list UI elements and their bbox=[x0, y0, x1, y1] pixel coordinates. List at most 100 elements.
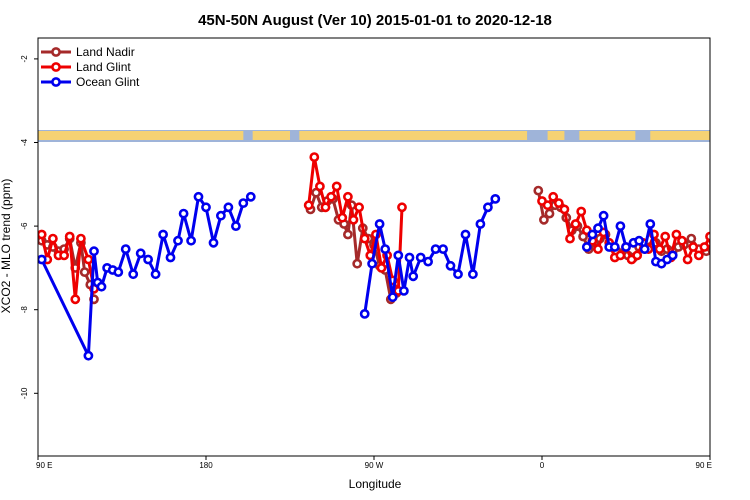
data-point bbox=[718, 237, 725, 244]
data-point bbox=[742, 264, 749, 271]
data-point bbox=[201, 202, 211, 213]
data-point bbox=[331, 181, 342, 192]
data-point bbox=[215, 210, 226, 221]
data-point bbox=[482, 202, 493, 213]
data-point bbox=[707, 244, 710, 254]
data-point bbox=[581, 242, 592, 252]
data-point bbox=[374, 219, 385, 229]
data-point bbox=[120, 244, 131, 254]
data-point bbox=[654, 244, 665, 254]
data-point bbox=[150, 269, 161, 280]
data-point bbox=[245, 191, 256, 202]
data-point bbox=[542, 200, 553, 211]
data-point bbox=[48, 233, 58, 244]
chart-title: 45N-50N August (Ver 10) 2015-01-01 to 20… bbox=[198, 12, 552, 29]
legend-item: Land Glint bbox=[41, 60, 131, 74]
data-point bbox=[64, 231, 75, 242]
data-point bbox=[83, 254, 94, 265]
data-point bbox=[76, 233, 86, 244]
data-point bbox=[445, 260, 456, 271]
land-band bbox=[650, 131, 710, 140]
data-point bbox=[738, 235, 745, 242]
data-point bbox=[746, 279, 750, 286]
data-point bbox=[453, 269, 463, 280]
data-point bbox=[438, 244, 448, 254]
data-point bbox=[59, 250, 69, 261]
data-point bbox=[693, 250, 704, 261]
data-point bbox=[660, 231, 671, 242]
x-tick-label: 90 E bbox=[696, 461, 712, 470]
data-point bbox=[593, 244, 603, 254]
data-point bbox=[143, 254, 153, 265]
x-tick-label: 180 bbox=[199, 461, 213, 470]
series-layer bbox=[38, 152, 750, 361]
data-point bbox=[376, 262, 387, 273]
data-point bbox=[721, 241, 728, 248]
data-point bbox=[348, 214, 359, 225]
x-axis: 90 E 180 90 W 0 90 E bbox=[36, 456, 712, 470]
data-point bbox=[742, 285, 749, 292]
data-point bbox=[359, 308, 370, 319]
land-band bbox=[579, 131, 636, 140]
data-point bbox=[712, 296, 719, 303]
data-point bbox=[725, 243, 732, 250]
data-point bbox=[89, 246, 99, 257]
data-point bbox=[671, 229, 682, 240]
data-point bbox=[408, 271, 419, 282]
data-point bbox=[460, 229, 471, 240]
data-point bbox=[742, 248, 749, 255]
data-point bbox=[544, 208, 555, 219]
data-point bbox=[587, 229, 598, 240]
legend-item: Land Nadir bbox=[41, 45, 135, 59]
data-point bbox=[576, 206, 587, 217]
data-point bbox=[699, 242, 710, 252]
land-band bbox=[299, 131, 528, 140]
x-tick-label: 0 bbox=[540, 461, 545, 470]
data-point bbox=[723, 256, 730, 263]
data-point bbox=[230, 221, 241, 231]
legend-label: Land Nadir bbox=[76, 45, 135, 59]
data-point bbox=[645, 219, 656, 229]
y-tick-label: -10 bbox=[20, 387, 29, 399]
series-ocean-glint bbox=[38, 191, 750, 361]
y-tick-label: -6 bbox=[20, 222, 29, 230]
data-point bbox=[570, 219, 581, 229]
data-point bbox=[397, 202, 407, 213]
legend-label: Land Glint bbox=[76, 60, 131, 74]
data-point bbox=[565, 233, 575, 244]
data-point bbox=[113, 267, 124, 277]
data-point bbox=[729, 248, 736, 255]
data-point bbox=[359, 233, 370, 244]
land-band bbox=[38, 131, 244, 140]
data-point bbox=[393, 250, 404, 261]
data-point bbox=[559, 204, 570, 215]
legend-swatch-marker bbox=[51, 77, 61, 87]
data-point bbox=[79, 267, 90, 277]
data-point bbox=[615, 221, 626, 231]
legend-label: Ocean Glint bbox=[76, 75, 140, 89]
data-point bbox=[734, 246, 741, 253]
series-line bbox=[40, 195, 674, 358]
data-point bbox=[634, 235, 644, 246]
data-point bbox=[718, 235, 725, 242]
data-point bbox=[326, 191, 336, 202]
data-point bbox=[38, 254, 47, 265]
data-point bbox=[128, 269, 139, 280]
data-point bbox=[320, 202, 331, 213]
data-point bbox=[238, 198, 249, 208]
data-point bbox=[682, 254, 693, 265]
y-tick-label: -4 bbox=[20, 138, 29, 146]
data-point bbox=[96, 281, 107, 292]
data-point bbox=[593, 223, 603, 234]
data-point bbox=[303, 200, 314, 211]
data-point bbox=[609, 242, 620, 252]
data-point bbox=[467, 269, 478, 280]
data-point bbox=[83, 350, 94, 361]
data-point bbox=[621, 242, 631, 252]
data-point bbox=[548, 191, 559, 202]
data-point bbox=[367, 258, 377, 269]
data-point bbox=[705, 231, 710, 242]
data-point bbox=[490, 193, 501, 204]
x-axis-label: Longitude bbox=[349, 477, 402, 491]
data-point bbox=[158, 229, 168, 240]
